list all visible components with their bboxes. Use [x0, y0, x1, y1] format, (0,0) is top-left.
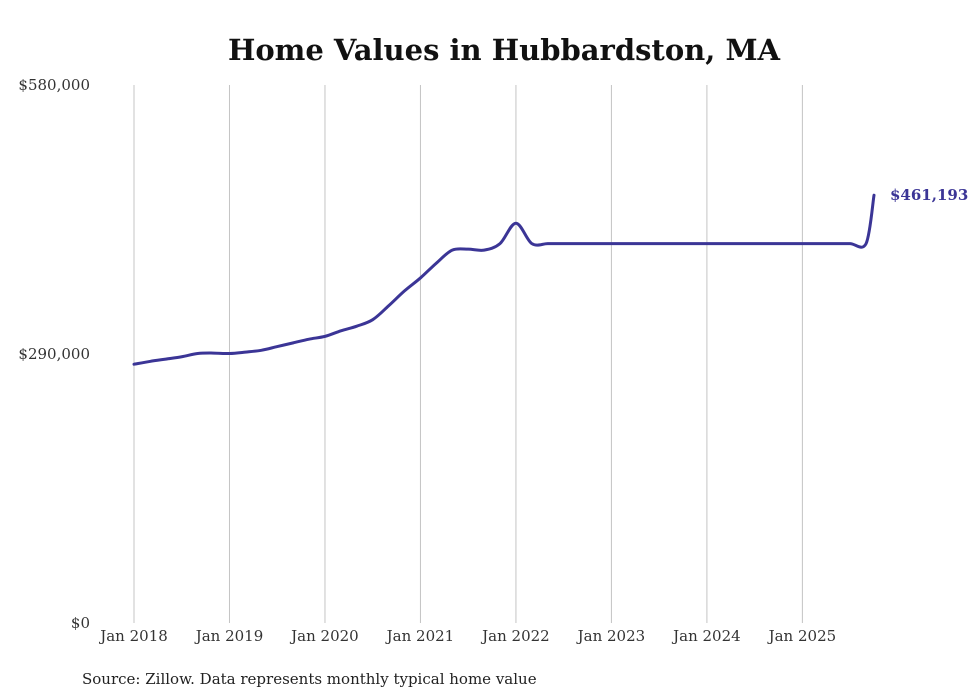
x-axis-ticks: Jan 2018 Jan 2019 Jan 2020 Jan 2021 Jan 2022…	[98, 627, 836, 645]
x-tick-label: Jan 2021	[385, 627, 455, 645]
x-tick-label: Jan 2019	[194, 627, 264, 645]
series-layer: $461,193	[132, 186, 968, 366]
y-tick-label: $580,000	[18, 76, 90, 94]
y-axis-ticks: $0 $290,000 $580,000	[18, 76, 90, 632]
gridlines	[133, 85, 803, 623]
chart-title: Home Values in Hubbardston, MA	[228, 33, 781, 67]
x-tick-label: Jan 2025	[767, 627, 837, 645]
x-tick-label: Jan 2020	[289, 627, 359, 645]
x-tick-label: Jan 2024	[671, 627, 741, 645]
y-tick-label: $290,000	[18, 345, 90, 363]
x-tick-label: Jan 2018	[98, 627, 168, 645]
x-tick-label: Jan 2022	[480, 627, 550, 645]
end-value-label: $461,193	[890, 186, 968, 204]
y-tick-label: $0	[71, 614, 90, 632]
x-tick-label: Jan 2023	[576, 627, 646, 645]
source-note: Source: Zillow. Data represents monthly …	[82, 670, 537, 688]
series-line	[132, 193, 876, 366]
